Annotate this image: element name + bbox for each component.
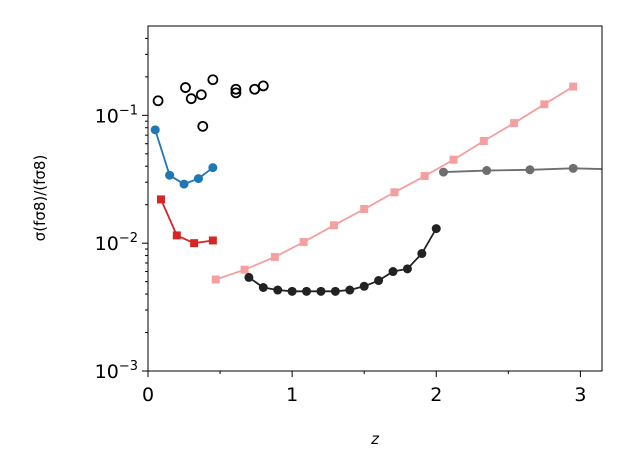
- data-point: [299, 238, 308, 247]
- data-point: [449, 155, 458, 164]
- data-point: [240, 265, 249, 274]
- data-point: [172, 231, 181, 240]
- data-point: [208, 163, 218, 173]
- data-point: [258, 283, 268, 293]
- plot-frame: [147, 25, 603, 372]
- data-point: [230, 83, 242, 95]
- y-tick-label: 10−2: [95, 231, 138, 255]
- x-tick-label: 1: [286, 384, 298, 406]
- series-line: [215, 85, 574, 281]
- data-point: [230, 87, 242, 99]
- data-point: [330, 286, 340, 296]
- data-point: [249, 83, 261, 95]
- data-point: [273, 285, 283, 295]
- data-point: [479, 136, 488, 145]
- data-point: [525, 165, 535, 175]
- data-point: [190, 239, 199, 248]
- data-point: [152, 95, 164, 107]
- data-point: [197, 120, 209, 132]
- x-tick-label: 0: [142, 384, 154, 406]
- y-tick-label: 10−3: [95, 359, 138, 383]
- data-point: [180, 82, 191, 93]
- data-point: [390, 188, 399, 197]
- series-line: [154, 129, 214, 186]
- data-point: [431, 224, 441, 234]
- data-point: [179, 179, 189, 189]
- data-point: [257, 80, 269, 92]
- data-point: [270, 252, 279, 261]
- data-point: [165, 170, 175, 180]
- data-point: [316, 286, 326, 296]
- data-point: [438, 167, 448, 177]
- data-point: [156, 195, 165, 204]
- x-tick-label: 2: [430, 384, 442, 406]
- data-point: [417, 249, 427, 259]
- data-point: [329, 221, 338, 230]
- series-3: [211, 82, 578, 284]
- series-line: [160, 199, 213, 245]
- series-4: [244, 224, 441, 296]
- data-point: [302, 286, 312, 296]
- data-point: [193, 174, 203, 184]
- chart-axes: 0 1 2 3 10−3 10−2 10−1: [95, 37, 586, 406]
- data-point: [345, 285, 355, 295]
- data-point: [208, 236, 217, 245]
- data-point: [150, 125, 160, 135]
- chart-marks: [150, 74, 603, 296]
- data-point: [420, 172, 429, 181]
- data-point: [569, 82, 578, 91]
- data-point: [287, 286, 297, 296]
- x-axis-label: z: [370, 430, 380, 448]
- y-tick-label: 10−1: [95, 103, 138, 127]
- data-point: [207, 74, 219, 86]
- series-1: [150, 125, 218, 189]
- data-point: [360, 205, 369, 214]
- series-line: [443, 167, 603, 173]
- data-point: [359, 281, 369, 291]
- data-point: [568, 163, 578, 173]
- data-point: [402, 264, 412, 274]
- data-point: [374, 276, 384, 286]
- series-0: [152, 74, 269, 132]
- data-point: [510, 119, 519, 128]
- data-point: [185, 93, 197, 105]
- data-point: [244, 272, 254, 282]
- data-point: [540, 100, 549, 109]
- series-2: [156, 195, 217, 248]
- data-point: [195, 89, 207, 101]
- series-5: [438, 163, 603, 177]
- y-axis-label: σ(fσ8)/(fσ8): [31, 155, 49, 242]
- data-point: [482, 166, 492, 176]
- data-point: [388, 267, 398, 277]
- data-point: [211, 275, 220, 284]
- x-tick-label: 3: [574, 384, 586, 406]
